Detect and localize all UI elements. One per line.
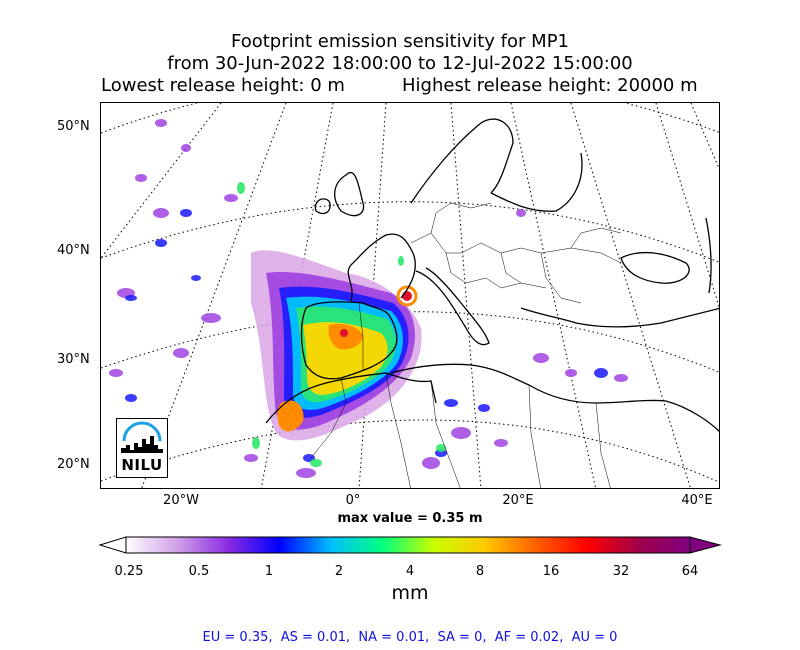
nilu-logo-text: NILU xyxy=(121,456,163,474)
field-peak-northeast xyxy=(402,291,412,301)
nilu-logo-graphic xyxy=(121,421,163,453)
colorbar xyxy=(98,536,722,554)
coastline-caspian xyxy=(705,217,712,294)
field-higher-west xyxy=(277,400,304,432)
map-canvas xyxy=(101,103,719,488)
graticule-lat-40 xyxy=(101,201,719,263)
coastline-ireland xyxy=(314,198,331,215)
map-date-range: from 30-Jun-2022 18:00:00 to 12-Jul-2022… xyxy=(167,53,633,74)
colorbar-tick-5: 8 xyxy=(475,564,485,579)
country-borders xyxy=(310,202,622,488)
coastline-baltic xyxy=(490,152,583,212)
colorbar-body xyxy=(125,536,691,554)
field-hotspot-ne xyxy=(396,285,418,307)
region-summary: EU = 0.35, AS = 0.01, NA = 0.01, SA = 0,… xyxy=(202,630,618,645)
coastline-black-sea xyxy=(620,251,690,284)
scattered-patches xyxy=(109,119,628,478)
graticule-lon-20w xyxy=(141,103,287,488)
colorbar-under-arrow xyxy=(98,536,127,554)
sensitivity-field xyxy=(109,119,628,478)
graticule-lat-20 xyxy=(101,419,719,483)
lon-label-0: 0° xyxy=(345,493,361,508)
colorbar-over-arrow xyxy=(689,536,722,554)
graticule-lon-20e xyxy=(510,103,597,488)
colorbar-tick-3: 2 xyxy=(334,564,344,579)
lat-label-40n: 40°N xyxy=(57,243,90,258)
coastline-iberia xyxy=(300,301,398,380)
coastline-uk xyxy=(334,172,365,217)
coastline-italy xyxy=(415,267,490,346)
colorbar-tick-4: 4 xyxy=(405,564,415,579)
colorbar-tick-7: 32 xyxy=(612,564,630,579)
colorbar-unit: mm xyxy=(391,582,429,604)
coastlines xyxy=(265,118,719,433)
coastline-france xyxy=(347,233,416,302)
colorbar-tick-6: 16 xyxy=(542,564,560,579)
lon-label-20e: 20°E xyxy=(502,493,534,508)
scattered-green-patches xyxy=(237,182,446,467)
graticule-lon-30w xyxy=(101,103,222,259)
lat-label-20n: 20°N xyxy=(57,457,90,472)
lowest-release-height: Lowest release height: 0 m xyxy=(101,75,345,96)
graticule-lon-40e xyxy=(655,103,719,309)
map-title: Footprint emission sensitivity for MP1 xyxy=(230,31,569,52)
coastline-greece-turkey xyxy=(520,307,719,328)
graticule-lat-50 xyxy=(101,103,719,134)
coastline-scandinavia xyxy=(410,118,514,204)
field-higher-spot xyxy=(328,323,363,350)
map-area: NILU xyxy=(100,102,720,489)
lon-label-40e: 40°E xyxy=(681,493,713,508)
lat-label-30n: 30°N xyxy=(57,352,90,367)
field-peak-spot xyxy=(340,329,348,337)
release-heights: Lowest release height: 0 m Highest relea… xyxy=(0,75,800,97)
graticule-lon-30e xyxy=(570,103,691,488)
coastline-morocco xyxy=(265,372,437,424)
lat-label-50n: 50°N xyxy=(57,119,90,134)
graticule-lon-10e xyxy=(450,103,482,488)
graticule-lon-50e xyxy=(690,103,719,170)
colorbar-tick-8: 64 xyxy=(681,564,699,579)
lon-label-20w: 20°W xyxy=(163,493,199,508)
colorbar-tick-1: 0.5 xyxy=(188,564,210,579)
field-high-core xyxy=(303,322,388,395)
max-value: max value = 0.35 m xyxy=(337,511,483,526)
colorbar-tick-2: 1 xyxy=(264,564,274,579)
colorbar-tick-0: 0.25 xyxy=(114,564,144,579)
highest-release-height: Highest release height: 20000 m xyxy=(402,75,698,96)
coastline-north-africa xyxy=(390,363,719,433)
nilu-logo: NILU xyxy=(116,418,168,478)
scattered-blue-patches xyxy=(125,209,608,462)
